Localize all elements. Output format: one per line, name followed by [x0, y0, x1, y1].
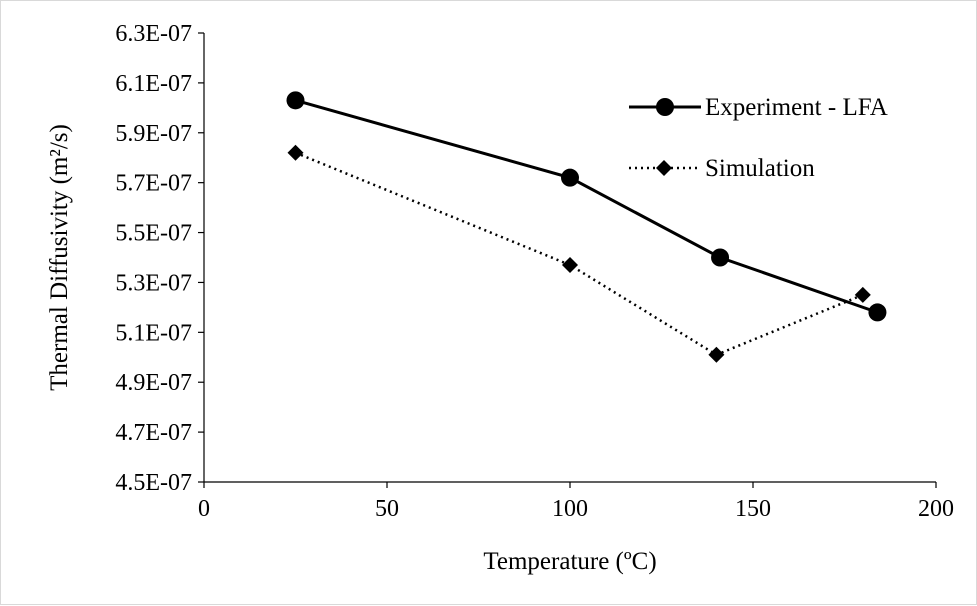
legend-item-experiment: Experiment - LFA: [629, 94, 888, 121]
x-tick-label: 0: [198, 496, 210, 522]
y-tick-label: 5.7E-07: [115, 171, 192, 197]
legend-item-simulation: Simulation: [629, 155, 815, 182]
legend-label-simulation: Simulation: [705, 155, 815, 182]
data-point-simulation: [287, 144, 304, 161]
x-tick-label: 50: [375, 496, 399, 522]
x-tick-label: 150: [735, 496, 771, 522]
y-tick-label: 4.9E-07: [115, 370, 192, 396]
legend-marker-diamond: [656, 160, 672, 176]
series-line-experiment: [295, 98, 878, 314]
y-tick-label: 6.3E-07: [115, 21, 192, 47]
data-point-simulation: [854, 286, 871, 303]
y-axis-ticks: 4.5E-07 4.7E-07 4.9E-07 5.1E-07 5.3E-07 5.5E-…: [115, 21, 204, 496]
legend-label-experiment: Experiment - LFA: [705, 94, 888, 121]
plot-area: 4.5E-07 4.7E-07 4.9E-07 5.1E-07 5.3E-07 5.5E-…: [115, 21, 954, 522]
data-point-experiment: [561, 168, 579, 187]
data-point-experiment: [711, 248, 730, 267]
y-tick-label: 6.1E-07: [115, 71, 192, 97]
data-point-experiment: [286, 91, 305, 110]
x-axis-ticks: 0 50 100 150 200: [198, 482, 954, 522]
y-tick-label: 5.1E-07: [115, 320, 192, 346]
series-line-simulation: [295, 151, 864, 357]
legend-marker-circle: [656, 98, 674, 116]
y-tick-label: 5.3E-07: [115, 270, 192, 296]
series-layer: [286, 91, 887, 363]
data-point-simulation: [708, 346, 725, 363]
y-tick-label: 4.7E-07: [115, 420, 192, 446]
y-axis-title: Thermal Diffusivity (m²/s): [46, 124, 73, 391]
y-tick-label: 4.5E-07: [115, 470, 192, 496]
y-tick-label: 5.5E-07: [115, 221, 192, 247]
data-point-simulation: [562, 256, 578, 273]
x-tick-label: 200: [918, 496, 954, 522]
x-axis-title: Temperature (ºC): [483, 548, 656, 575]
data-point-experiment: [868, 303, 887, 322]
x-tick-label: 100: [552, 496, 588, 522]
y-tick-label: 5.9E-07: [115, 121, 192, 147]
legend: Experiment - LFA Simulation: [629, 94, 888, 182]
